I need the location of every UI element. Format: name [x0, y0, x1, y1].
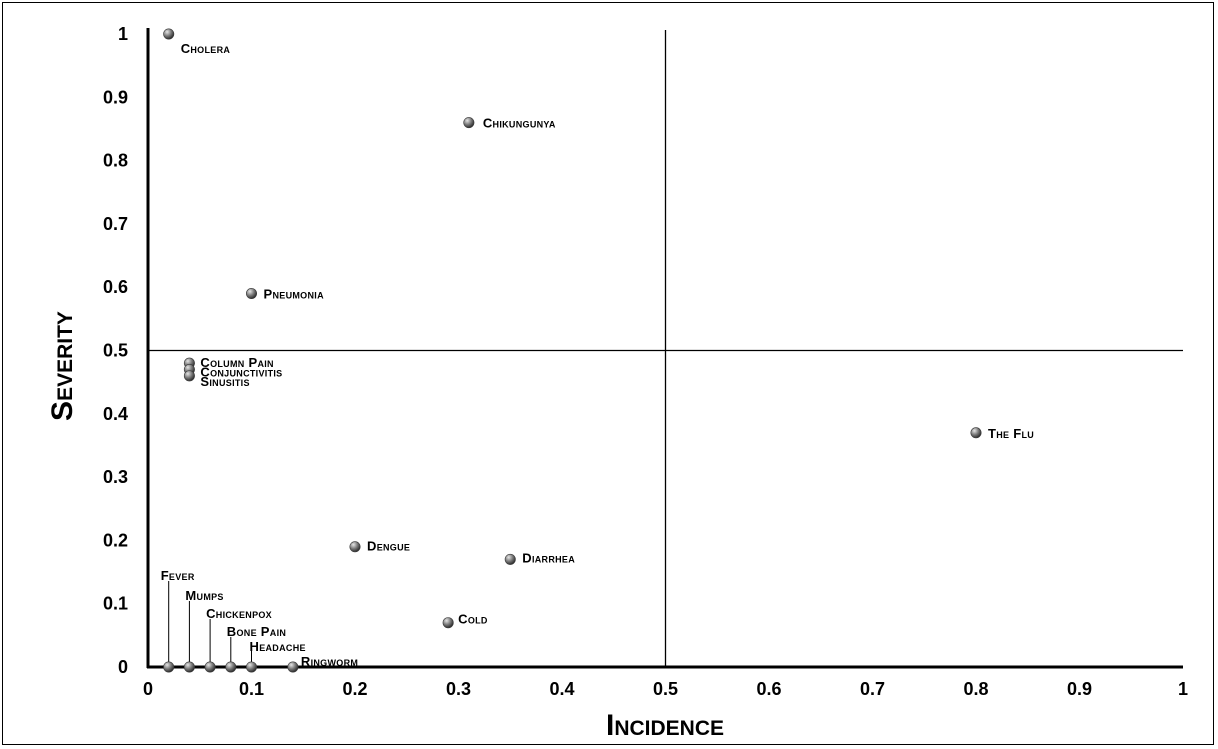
point-label-cholera: Cholera — [181, 41, 231, 56]
point-chickenpox — [204, 661, 216, 673]
y-tick-label: 0.5 — [103, 341, 128, 361]
data-points — [163, 28, 982, 673]
point-label-dengue: Dengue — [367, 539, 410, 554]
point-cholera — [163, 28, 175, 40]
x-tick-label: 0.4 — [549, 679, 574, 699]
point-chikungunya — [463, 117, 475, 129]
quadrant-lines — [148, 30, 1183, 667]
x-tick-label: 0.1 — [239, 679, 264, 699]
point-ringworm — [287, 661, 299, 673]
point-label-fever: Fever — [161, 568, 195, 583]
y-tick-label: 0.6 — [103, 277, 128, 297]
point-label-mumps: Mumps — [185, 588, 223, 603]
y-tick-label: 0.7 — [103, 214, 128, 234]
point-label-ringworm: Ringworm — [301, 654, 358, 669]
x-tick-label: 0.6 — [756, 679, 781, 699]
y-axis-title: Severity — [46, 311, 79, 421]
point-label-pneumonia: Pneumonia — [264, 287, 325, 302]
point-label-headache: Headache — [250, 639, 306, 654]
y-tick-label: 0.9 — [103, 87, 128, 107]
x-tick-label: 0.3 — [446, 679, 471, 699]
point-fever — [163, 661, 175, 673]
tick-labels: 0 0.1 0.2 0.3 0.4 0.5 0.6 0.7 0.8 0.9 1 0 0.1 0.2 0.3 0… — [103, 24, 1188, 699]
point-label-cold: Cold — [458, 612, 488, 627]
point-label-bone-pain: Bone Pain — [227, 624, 286, 639]
y-tick-label: 0.4 — [103, 404, 128, 424]
point-the-flu — [970, 427, 982, 439]
point-cold — [442, 617, 454, 629]
y-tick-label: 0.1 — [103, 594, 128, 614]
y-tick-label: 0.2 — [103, 530, 128, 550]
axes — [146, 28, 1183, 669]
point-label-chikungunya: Chikungunya — [483, 116, 556, 131]
x-tick-label: 1 — [1178, 679, 1188, 699]
point-label-the-flu: The Flu — [988, 426, 1034, 441]
x-tick-label: 0.2 — [342, 679, 367, 699]
y-tick-label: 1 — [118, 24, 128, 44]
point-dengue — [349, 541, 361, 553]
x-tick-label: 0.9 — [1067, 679, 1092, 699]
point-sinusitis — [183, 370, 195, 382]
y-tick-label: 0.8 — [103, 151, 128, 171]
point-diarrhea — [504, 553, 516, 565]
x-axis-title: Incidence — [606, 709, 724, 742]
point-label-diarrhea: Diarrhea — [522, 550, 575, 565]
x-tick-label: 0.8 — [963, 679, 988, 699]
point-label-sinusitis: Sinusitis — [200, 374, 249, 389]
point-label-conjunctivitis: Conjunctivitis — [200, 364, 282, 379]
point-headache — [246, 661, 258, 673]
point-bone-pain — [225, 661, 237, 673]
x-tick-label: 0.5 — [653, 679, 678, 699]
y-tick-label: 0 — [118, 657, 128, 677]
point-pneumonia — [246, 288, 258, 300]
point-mumps — [183, 661, 195, 673]
point-label-chickenpox: Chickenpox — [206, 606, 272, 621]
x-tick-label: 0 — [143, 679, 153, 699]
x-tick-label: 0.7 — [860, 679, 885, 699]
point-label-column-pain: Column Pain — [200, 355, 273, 370]
y-tick-label: 0.3 — [103, 467, 128, 487]
